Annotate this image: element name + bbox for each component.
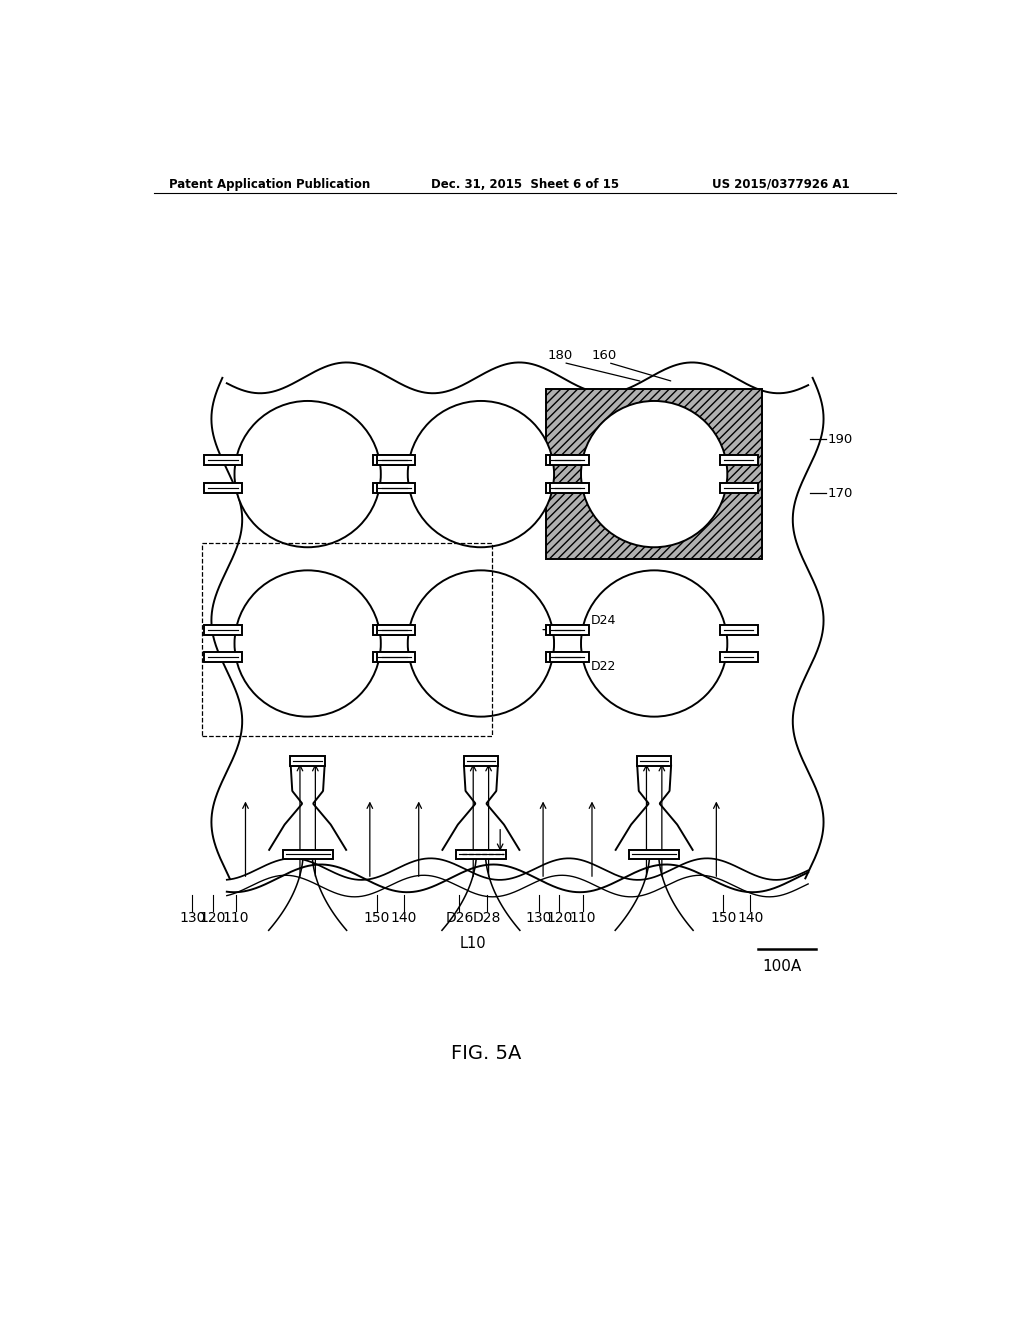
Bar: [547, 455, 585, 465]
Bar: [720, 483, 758, 492]
Bar: [204, 624, 243, 635]
Circle shape: [581, 570, 727, 717]
Bar: [547, 652, 585, 663]
Bar: [550, 483, 589, 492]
Text: L10: L10: [460, 936, 486, 952]
Bar: [547, 624, 585, 635]
Text: D24: D24: [591, 614, 616, 627]
Bar: [720, 652, 758, 663]
Circle shape: [234, 401, 381, 548]
Bar: [377, 455, 416, 465]
Bar: [373, 455, 412, 465]
Bar: [637, 756, 672, 766]
Bar: [629, 850, 679, 859]
Bar: [720, 455, 758, 465]
Bar: [373, 483, 412, 492]
Bar: [283, 850, 333, 859]
Text: 110: 110: [223, 912, 249, 925]
Text: FIG. 5A: FIG. 5A: [452, 1044, 521, 1063]
Text: 140: 140: [391, 912, 417, 925]
Text: 100A: 100A: [762, 960, 801, 974]
Bar: [291, 756, 325, 766]
Bar: [202, 544, 493, 737]
Circle shape: [234, 570, 381, 717]
Text: 130: 130: [525, 912, 552, 925]
Text: D22: D22: [591, 660, 616, 673]
Circle shape: [408, 570, 554, 717]
Text: 150: 150: [711, 912, 736, 925]
Text: 160: 160: [592, 350, 616, 363]
Bar: [377, 483, 416, 492]
Text: 180: 180: [548, 350, 572, 363]
Bar: [204, 652, 243, 663]
Bar: [456, 850, 506, 859]
Bar: [464, 756, 499, 766]
Bar: [377, 624, 416, 635]
Bar: [547, 389, 762, 558]
Bar: [550, 455, 589, 465]
Text: 130: 130: [179, 912, 206, 925]
Bar: [550, 624, 589, 635]
Bar: [204, 483, 243, 492]
Bar: [550, 652, 589, 663]
Bar: [547, 483, 585, 492]
Text: Patent Application Publication: Patent Application Publication: [169, 178, 371, 190]
Bar: [373, 652, 412, 663]
Bar: [373, 624, 412, 635]
Text: D26: D26: [445, 912, 473, 925]
Text: US 2015/0377926 A1: US 2015/0377926 A1: [712, 178, 850, 190]
Circle shape: [408, 401, 554, 548]
Bar: [720, 624, 758, 635]
Text: 110: 110: [569, 912, 596, 925]
Text: 140: 140: [737, 912, 764, 925]
Bar: [377, 652, 416, 663]
Text: Dec. 31, 2015  Sheet 6 of 15: Dec. 31, 2015 Sheet 6 of 15: [431, 178, 618, 190]
Text: 120: 120: [200, 912, 226, 925]
Text: 150: 150: [364, 912, 390, 925]
Text: 120: 120: [546, 912, 572, 925]
Text: 170: 170: [827, 487, 853, 500]
Bar: [204, 455, 243, 465]
Text: 190: 190: [827, 433, 853, 446]
Circle shape: [581, 401, 727, 548]
Text: D28: D28: [473, 912, 502, 925]
